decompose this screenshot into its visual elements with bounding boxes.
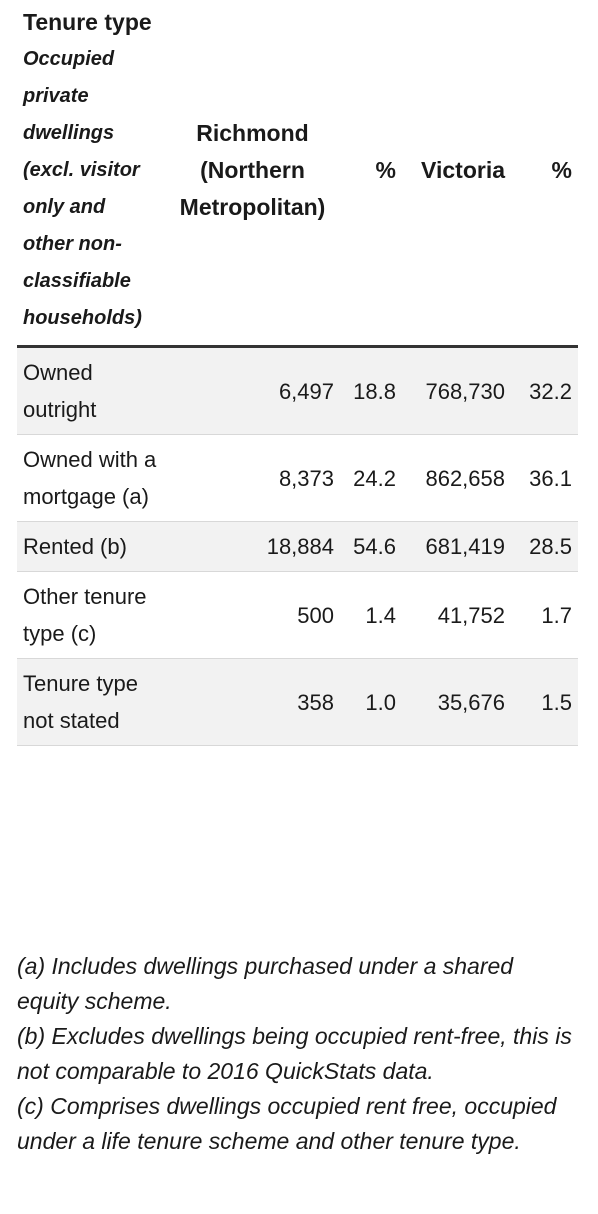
cell: 32.2 <box>529 378 572 404</box>
row-label: Owned outright <box>23 360 97 422</box>
tenure-table: Tenure type Occupied private dwellings (… <box>17 0 578 746</box>
table-row: Owned outright 6,497 18.8 768,730 32.2 <box>17 346 578 435</box>
footnotes: (a) Includes dwellings purchased under a… <box>17 949 578 1159</box>
header-cell: Tenure type Occupied private dwellings (… <box>17 0 165 347</box>
cell: 6,497 <box>278 378 334 404</box>
cell: 1.4 <box>365 602 396 628</box>
cell: 1.5 <box>541 689 572 715</box>
header-text: Tenure type <box>23 9 152 35</box>
cell: 768,730 <box>425 378 505 404</box>
cell: 18,884 <box>266 534 334 559</box>
header-note: Occupied private dwellings (excl. visito… <box>23 48 142 329</box>
header-cell: Richmond (Northern Metropolitan) <box>179 120 326 220</box>
footnote: (b) Excludes dwellings being occupied re… <box>17 1023 572 1084</box>
footnote: (c) Comprises dwellings occupied rent fr… <box>17 1093 557 1154</box>
table-row: Tenure type not stated 358 1.0 35,676 1.5 <box>17 658 578 746</box>
cell: 54.6 <box>353 534 396 559</box>
cell: 41,752 <box>437 602 505 628</box>
table-head: Tenure type Occupied private dwellings (… <box>17 0 578 347</box>
table-row: Owned with a mortgage (a) 8,373 24.2 862,65… <box>17 435 578 522</box>
cell: 500 <box>297 602 334 628</box>
row-label: Owned with a mortgage (a) <box>23 447 157 509</box>
cell: 8,373 <box>278 465 334 491</box>
header-cell: Victoria <box>421 157 505 183</box>
header-cell: % <box>375 157 396 183</box>
cell: 36.1 <box>529 465 572 491</box>
header-row: Tenure type Occupied private dwellings (… <box>17 0 578 347</box>
table-body: Owned outright 6,497 18.8 768,730 32.2 Owned … <box>17 346 578 746</box>
cell: 681,419 <box>425 534 505 559</box>
table-row: Other tenure type (c) 500 1.4 41,752 1.7 <box>17 572 578 659</box>
cell: 35,676 <box>437 689 505 715</box>
cell: 1.0 <box>365 689 396 715</box>
row-label: Rented (b) <box>23 534 127 559</box>
row-label: Other tenure type (c) <box>23 584 147 646</box>
table-container: Tenure type Occupied private dwellings (… <box>17 0 578 746</box>
cell: 358 <box>297 689 334 715</box>
cell: 862,658 <box>425 465 505 491</box>
cell: 24.2 <box>353 465 396 491</box>
header-cell: % <box>551 157 572 183</box>
footnote: (a) Includes dwellings purchased under a… <box>17 953 514 1014</box>
cell: 28.5 <box>529 534 572 559</box>
cell: 1.7 <box>541 602 572 628</box>
row-label: Tenure type not stated <box>23 671 138 733</box>
table-row: Rented (b) 18,884 54.6 681,419 28.5 <box>17 521 578 572</box>
cell: 18.8 <box>353 378 396 404</box>
